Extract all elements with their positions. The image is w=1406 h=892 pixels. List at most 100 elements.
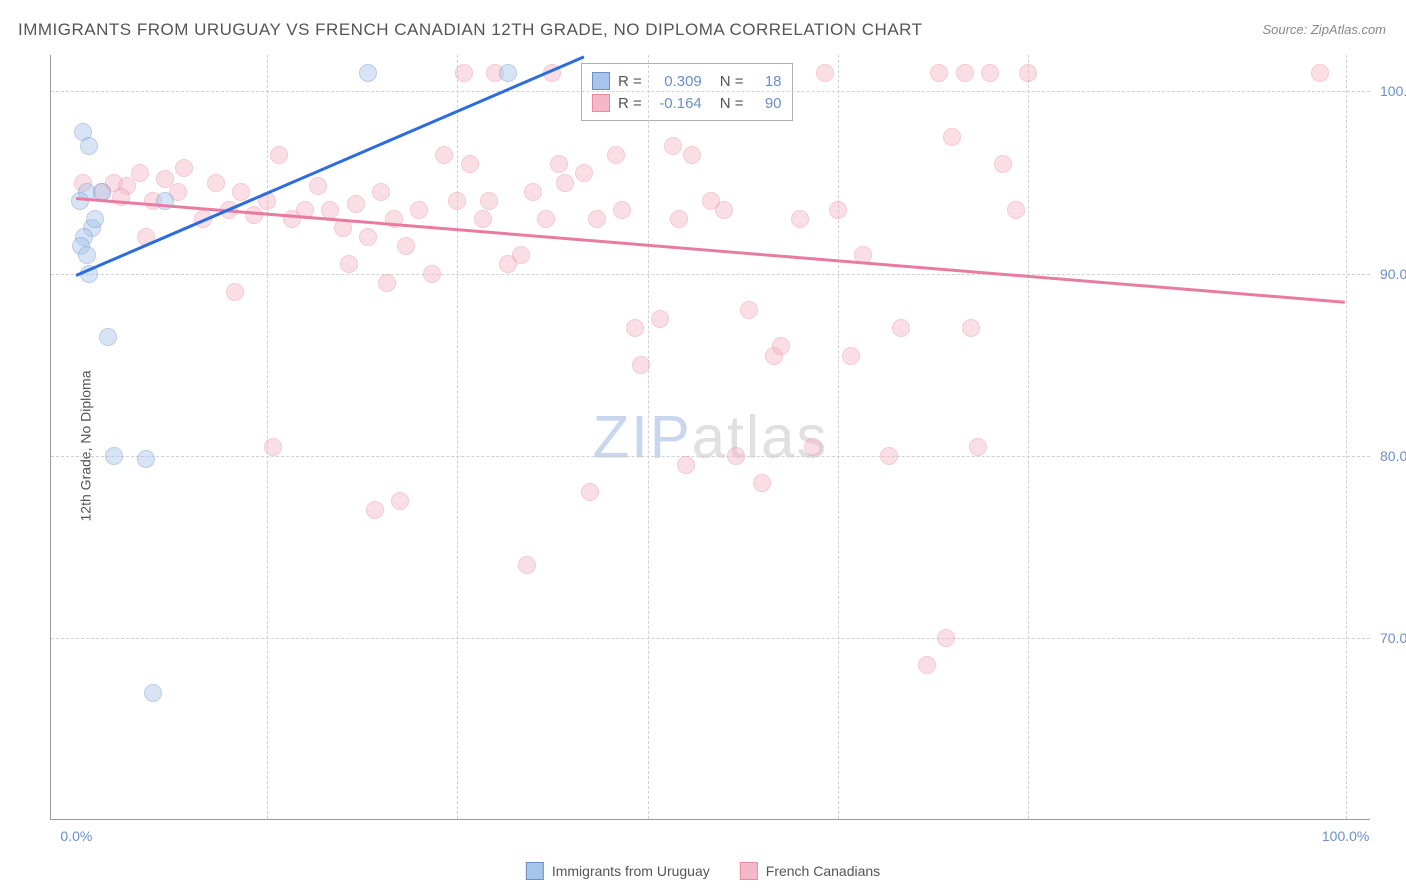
scatter-point-b [670, 210, 688, 228]
scatter-point-b [1007, 201, 1025, 219]
scatter-point-b [575, 164, 593, 182]
scatter-point-b [651, 310, 669, 328]
scatter-point-a [499, 64, 517, 82]
scatter-point-b [816, 64, 834, 82]
gridline-vertical [838, 55, 839, 819]
legend-swatch [592, 72, 610, 90]
scatter-point-b [232, 183, 250, 201]
scatter-point-b [340, 255, 358, 273]
scatter-point-b [512, 246, 530, 264]
scatter-point-a [105, 447, 123, 465]
scatter-point-b [981, 64, 999, 82]
scatter-point-b [448, 192, 466, 210]
x-tick-label: 100.0% [1322, 828, 1369, 844]
legend-swatch [740, 862, 758, 880]
gridline-vertical [267, 55, 268, 819]
gridline-vertical [648, 55, 649, 819]
scatter-point-b [740, 301, 758, 319]
scatter-point-a [137, 450, 155, 468]
scatter-point-b [480, 192, 498, 210]
chart-legend: Immigrants from Uruguay French Canadians [526, 862, 880, 880]
scatter-point-b [175, 159, 193, 177]
scatter-point-b [962, 319, 980, 337]
trendline-a [76, 55, 585, 276]
scatter-point-b [588, 210, 606, 228]
stat-r-value: 0.309 [650, 73, 702, 90]
x-tick-label: 0.0% [60, 828, 92, 844]
scatter-point-b [626, 319, 644, 337]
scatter-point-b [556, 174, 574, 192]
scatter-point-b [524, 183, 542, 201]
scatter-point-b [321, 201, 339, 219]
stat-r-value: -0.164 [650, 95, 702, 112]
scatter-point-a [80, 137, 98, 155]
scatter-point-b [455, 64, 473, 82]
chart-plot-area: ZIPatlas R =0.309N =18R =-0.164N =90 70.… [50, 55, 1370, 820]
gridline-horizontal [51, 91, 1370, 92]
scatter-point-b [550, 155, 568, 173]
scatter-point-a [78, 246, 96, 264]
scatter-point-b [366, 501, 384, 519]
stat-n-value: 90 [752, 95, 782, 112]
stat-n-value: 18 [752, 73, 782, 90]
gridline-horizontal [51, 638, 1370, 639]
legend-item: French Canadians [740, 862, 880, 880]
scatter-point-b [613, 201, 631, 219]
scatter-point-b [753, 474, 771, 492]
scatter-point-b [270, 146, 288, 164]
scatter-point-b [264, 438, 282, 456]
scatter-point-b [245, 206, 263, 224]
legend-swatch [526, 862, 544, 880]
scatter-point-b [880, 447, 898, 465]
scatter-point-b [943, 128, 961, 146]
scatter-point-b [791, 210, 809, 228]
scatter-point-b [1311, 64, 1329, 82]
stats-row: R =0.309N =18 [592, 70, 782, 92]
scatter-point-b [397, 237, 415, 255]
stats-row: R = -0.164 N = 90 [592, 92, 782, 114]
gridline-vertical [457, 55, 458, 819]
scatter-point-b [632, 356, 650, 374]
scatter-point-b [956, 64, 974, 82]
scatter-point-b [715, 201, 733, 219]
y-tick-label: 80.0% [1380, 448, 1406, 464]
y-tick-label: 70.0% [1380, 630, 1406, 646]
scatter-point-b [226, 283, 244, 301]
scatter-point-b [518, 556, 536, 574]
scatter-point-b [207, 174, 225, 192]
gridline-vertical [1346, 55, 1347, 819]
scatter-point-b [892, 319, 910, 337]
gridline-horizontal [51, 456, 1370, 457]
scatter-point-b [359, 228, 377, 246]
scatter-point-b [829, 201, 847, 219]
legend-item: Immigrants from Uruguay [526, 862, 710, 880]
scatter-point-b [994, 155, 1012, 173]
stat-r-label: R = [618, 95, 642, 112]
chart-title: IMMIGRANTS FROM URUGUAY VS FRENCH CANADI… [18, 20, 923, 40]
scatter-point-b [677, 456, 695, 474]
y-tick-label: 100.0% [1380, 83, 1406, 99]
y-tick-label: 90.0% [1380, 266, 1406, 282]
watermark: ZIPatlas [592, 403, 828, 472]
scatter-point-b [918, 656, 936, 674]
scatter-point-b [664, 137, 682, 155]
scatter-point-b [842, 347, 860, 365]
scatter-point-b [969, 438, 987, 456]
gridline-vertical [1028, 55, 1029, 819]
scatter-point-b [607, 146, 625, 164]
scatter-point-b [474, 210, 492, 228]
scatter-point-b [391, 492, 409, 510]
scatter-point-b [461, 155, 479, 173]
scatter-point-b [131, 164, 149, 182]
stat-n-label: N = [720, 95, 744, 112]
watermark-atlas: atlas [692, 404, 829, 471]
scatter-point-b [378, 274, 396, 292]
scatter-point-b [683, 146, 701, 164]
scatter-point-a [359, 64, 377, 82]
legend-label: Immigrants from Uruguay [552, 863, 710, 879]
legend-swatch [592, 94, 610, 112]
scatter-point-b [804, 438, 822, 456]
stat-n-label: N = [720, 73, 744, 90]
scatter-point-b [1019, 64, 1037, 82]
scatter-point-b [772, 337, 790, 355]
